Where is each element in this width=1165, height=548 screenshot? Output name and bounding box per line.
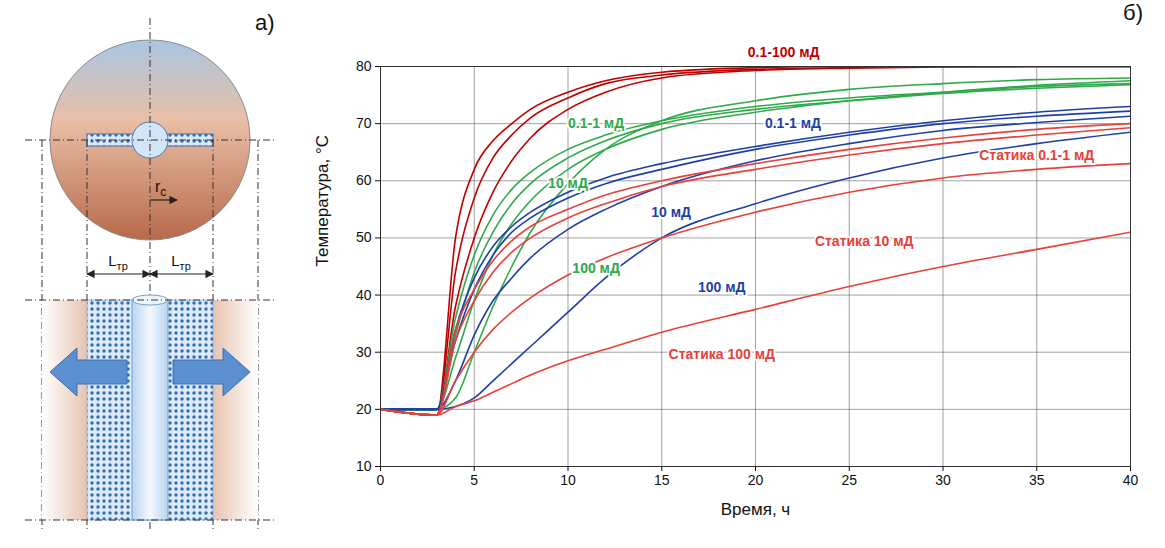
svg-text:Lтр: Lтр xyxy=(171,252,191,272)
svg-text:Время, ч: Время, ч xyxy=(721,500,790,519)
svg-text:0.1-1 мД: 0.1-1 мД xyxy=(568,115,624,131)
svg-text:10: 10 xyxy=(356,458,372,474)
svg-text:0.1-1 мД: 0.1-1 мД xyxy=(765,115,821,131)
svg-text:5: 5 xyxy=(470,472,478,488)
svg-text:60: 60 xyxy=(356,172,372,188)
svg-text:25: 25 xyxy=(841,472,857,488)
svg-text:20: 20 xyxy=(748,472,764,488)
html-text:б): б) xyxy=(1123,0,1143,25)
svg-text:Статика 0.1-1 мД: Статика 0.1-1 мД xyxy=(979,147,1094,163)
svg-text:35: 35 xyxy=(1029,472,1045,488)
svg-text:30: 30 xyxy=(935,472,951,488)
svg-text:10 мД: 10 мД xyxy=(651,204,691,220)
svg-text:80: 80 xyxy=(356,58,372,74)
svg-text:40: 40 xyxy=(356,287,372,303)
svg-text:10: 10 xyxy=(560,472,576,488)
svg-text:Статика 10 мД: Статика 10 мД xyxy=(815,233,914,249)
svg-text:rc: rc xyxy=(155,178,166,199)
svg-text:a): a) xyxy=(255,10,275,35)
svg-text:50: 50 xyxy=(356,229,372,245)
svg-text:100 мД: 100 мД xyxy=(698,279,746,295)
svg-text:Температура, °C: Температура, °C xyxy=(313,135,332,266)
svg-text:15: 15 xyxy=(654,472,670,488)
svg-text:Lтр: Lтр xyxy=(108,252,128,272)
svg-text:0.1-100 мД: 0.1-100 мД xyxy=(748,44,820,60)
svg-text:100 мД: 100 мД xyxy=(572,260,620,276)
svg-text:10 мД: 10 мД xyxy=(548,175,588,191)
svg-text:0: 0 xyxy=(377,472,385,488)
svg-text:40: 40 xyxy=(1123,472,1139,488)
svg-text:30: 30 xyxy=(356,344,372,360)
svg-text:Статика 100 мД: Статика 100 мД xyxy=(669,346,776,362)
svg-text:20: 20 xyxy=(356,401,372,417)
svg-text:70: 70 xyxy=(356,115,372,131)
